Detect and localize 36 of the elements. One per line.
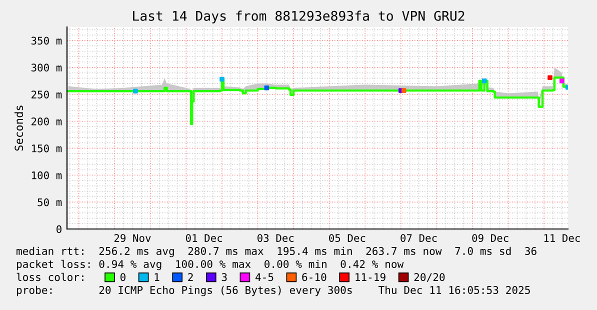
legend-title: loss color: [16,272,84,282]
y-tick-label: 50 m [38,198,62,206]
y-axis-title: Seconds [14,106,24,151]
point [220,76,224,82]
legend-label: 20/20 [414,273,445,282]
legend-label: 0 [120,273,126,282]
x-tick-label: 05 Dec [329,234,366,242]
x-tick-label: 01 Dec [186,234,222,242]
legend-label: 6-10 [302,273,326,282]
legend-label: 11-19 [356,273,386,282]
y-tick-label: 350 m [31,36,62,45]
point [560,78,564,84]
text: probe: 20 ICMP Echo Pings (56 Bytes) every 300s Thu Dec 11 16:05:53 2025 [16,286,530,296]
x-tick-label: 07 Dec [400,234,437,242]
y-tick-label: 150 m [32,144,62,152]
y-tick-label: 200 m [32,118,62,126]
y-tick-label: 0 [56,225,62,234]
point [548,75,552,80]
text: packet loss: 0.94 % avg 100.00 % max 0.00 % min 0.42 % now [16,260,404,270]
y-tick-label: 100 m [32,171,62,180]
point [133,88,138,94]
y-tick-label: 250 m [32,90,62,98]
y-tick-label: 300 m [31,64,62,72]
x-tick-label: 11 Dec [544,234,580,242]
x-tick-label: 29 Nov [114,234,151,242]
legend-label: 1 [154,273,160,281]
chart-title: Last 14 Days from 881293e893fa to VPN GRU2 [133,10,464,24]
point [401,88,406,93]
legend-label: 3 [222,273,227,282]
legend-label: 4-5 [256,273,274,282]
text: median rtt: 256.2 ms avg 280.7 ms max 195.4 ms min 263.7 ms now 7.0 ms sd 36 [16,246,536,258]
point [264,85,270,90]
legend-label: 2 [188,273,193,281]
x-tick-label: 03 Dec [257,234,294,242]
point [482,78,487,84]
x-tick-label: 09 Dec [472,234,508,242]
